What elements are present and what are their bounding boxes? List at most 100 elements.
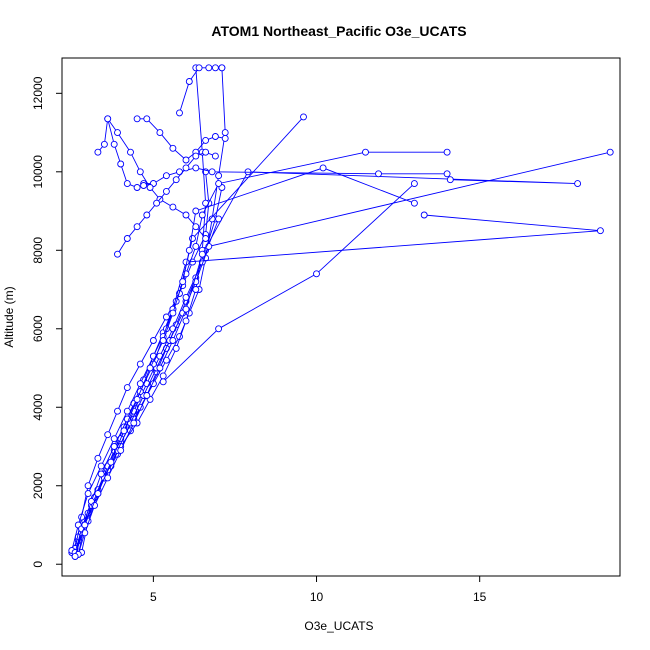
data-point (143, 115, 151, 123)
data-point (192, 223, 200, 231)
data-point (198, 211, 206, 219)
data-point (140, 182, 148, 189)
data-point (71, 552, 79, 560)
data-point (182, 164, 190, 172)
series-15 (104, 115, 210, 242)
data-point (84, 482, 92, 490)
data-point (443, 170, 451, 178)
data-point (159, 378, 167, 386)
data-point (94, 148, 102, 156)
data-point (146, 184, 154, 191)
series-line (179, 67, 222, 114)
data-point (133, 223, 141, 231)
y-tick-label: 0 (31, 561, 45, 568)
series-line (74, 167, 415, 557)
x-tick-label: 15 (473, 590, 487, 604)
series-line (137, 118, 226, 161)
data-point (202, 148, 210, 156)
data-point (123, 180, 131, 188)
data-point (313, 270, 320, 278)
data-point (172, 344, 180, 352)
data-point (100, 140, 108, 148)
data-point (114, 407, 121, 415)
data-point (300, 113, 307, 121)
data-point (136, 168, 144, 176)
data-point (162, 187, 170, 195)
series-14 (94, 115, 157, 191)
data-point (172, 176, 180, 184)
data-point (410, 199, 418, 207)
data-point (182, 317, 190, 325)
series-18 (114, 148, 219, 258)
plot-data-layer (68, 64, 614, 560)
data-point (596, 227, 604, 235)
data-point (133, 395, 141, 403)
series-line (71, 151, 448, 551)
data-point (123, 235, 131, 242)
data-point (162, 172, 170, 180)
data-point (104, 115, 112, 123)
series-12 (159, 180, 418, 386)
data-point (208, 215, 216, 223)
plot-frame (61, 57, 621, 577)
y-axis-label: Altitude (m) (2, 286, 16, 347)
data-point (410, 180, 418, 188)
data-point (169, 144, 177, 152)
data-point (120, 427, 128, 435)
data-point (215, 180, 223, 188)
data-point (189, 235, 196, 242)
data-point (123, 407, 131, 415)
data-point (420, 211, 428, 219)
data-point (218, 64, 226, 72)
data-point (215, 172, 223, 180)
data-point (143, 392, 151, 399)
series-line (162, 183, 415, 383)
series-6 (78, 215, 223, 556)
x-axis: 5 10 15 (150, 575, 487, 604)
data-point (110, 140, 118, 148)
series-line (77, 171, 578, 555)
y-tick-label: 6000 (31, 315, 45, 342)
y-tick-label: 10000 (31, 155, 45, 189)
data-point (443, 148, 451, 156)
data-point (110, 435, 118, 443)
y-tick-label: 2000 (31, 472, 45, 499)
data-point (127, 148, 134, 156)
series-8 (68, 148, 451, 554)
data-point (202, 136, 210, 144)
data-point (114, 250, 121, 258)
data-point (211, 133, 219, 140)
data-point (202, 235, 210, 242)
data-point (136, 360, 144, 368)
data-point (156, 129, 164, 137)
series-line (74, 116, 304, 549)
data-point (182, 211, 190, 219)
data-point (192, 207, 200, 215)
data-point (574, 180, 582, 188)
y-axis: 0 2000 4000 6000 8000 10000 12000 (31, 76, 62, 568)
data-point (117, 160, 125, 168)
data-point (182, 156, 190, 164)
data-point (153, 199, 161, 207)
data-point (179, 278, 187, 286)
data-point (192, 152, 200, 160)
data-point (149, 337, 157, 344)
data-point (221, 134, 229, 142)
data-point (162, 313, 170, 321)
series-line (97, 118, 154, 188)
chart-title: ATOM1 Northeast_Pacific O3e_UCATS (211, 23, 466, 39)
x-tick-label: 5 (150, 590, 157, 604)
data-point (176, 109, 183, 117)
data-point (133, 184, 141, 191)
data-point (211, 152, 219, 160)
x-axis-label: O3e_UCATS (304, 619, 373, 633)
data-point (156, 364, 164, 372)
data-point (104, 431, 112, 439)
data-point (159, 337, 167, 344)
data-point (192, 242, 200, 250)
y-tick-label: 8000 (31, 237, 45, 264)
series-17 (176, 64, 226, 117)
data-point (123, 384, 131, 392)
data-point (446, 176, 454, 184)
